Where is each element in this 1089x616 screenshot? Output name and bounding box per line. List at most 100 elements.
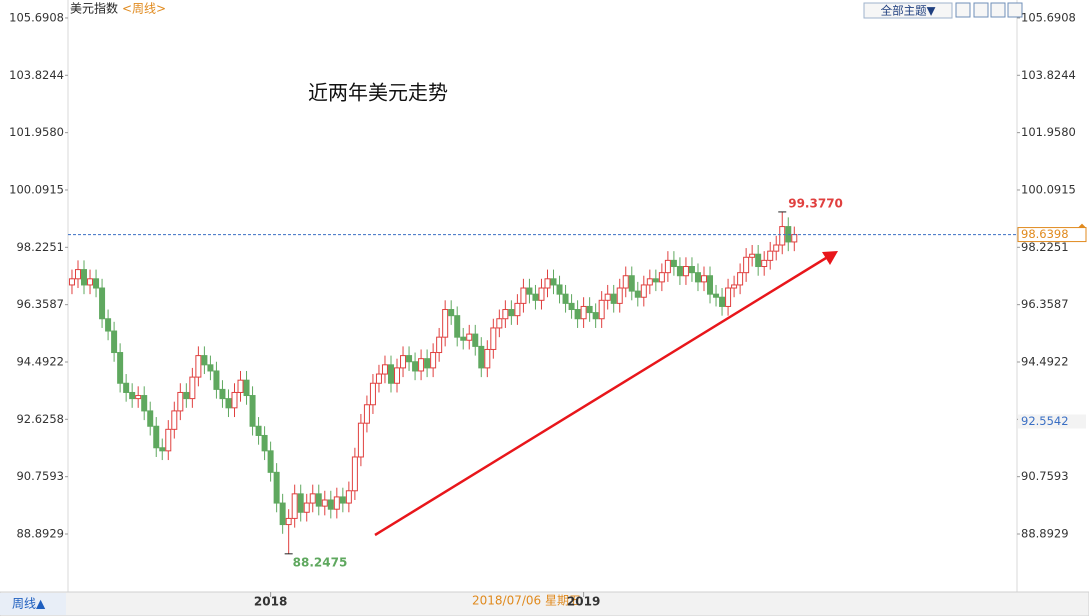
candle-body <box>538 287 545 301</box>
candle-body <box>93 278 100 289</box>
candle-body <box>237 379 244 393</box>
candle-body <box>484 348 491 369</box>
candle-body <box>111 330 118 354</box>
candle-body <box>478 345 485 369</box>
candle-body <box>719 296 726 307</box>
candle-body <box>68 278 75 286</box>
high-label: 99.3770 <box>788 196 843 210</box>
toolbar-button[interactable] <box>863 2 953 19</box>
icon-button[interactable] <box>973 2 989 18</box>
candle-body <box>285 517 292 526</box>
candle-body <box>394 367 401 384</box>
candle-body <box>508 309 515 317</box>
candle-body <box>749 253 756 258</box>
icon-button[interactable] <box>990 2 1006 18</box>
candle-body <box>737 272 744 286</box>
candle-body <box>544 278 551 289</box>
candle-body <box>526 287 533 295</box>
footer-tab-bg[interactable] <box>0 593 66 615</box>
candle-body <box>580 305 587 320</box>
candle-body <box>207 364 214 372</box>
candle-body <box>123 382 130 393</box>
candle-body <box>249 395 256 427</box>
candle-body <box>676 266 683 277</box>
candle-body <box>351 456 358 492</box>
y2-tick-label: 101.9580 <box>1021 125 1076 139</box>
candle-body <box>381 364 388 375</box>
last-price-box <box>1017 227 1087 243</box>
candle-body <box>598 299 605 320</box>
candle-body <box>556 284 563 295</box>
candle-body <box>664 259 671 274</box>
y-tick-label: 96.3587 <box>16 297 64 311</box>
candle-body <box>81 269 88 286</box>
cursor-date: 2018/07/06 星期五 <box>472 594 581 608</box>
footer-tab[interactable]: 周线▲ <box>12 597 46 611</box>
candle-body <box>255 425 262 436</box>
candle-body <box>315 493 322 507</box>
candle-body <box>532 293 539 301</box>
toolbar-label[interactable]: 全部主题▼ <box>881 4 936 18</box>
y-tick-label: 105.6908 <box>9 10 64 24</box>
candle-body <box>297 493 304 513</box>
candle-body <box>243 379 250 397</box>
candle-body <box>604 293 611 301</box>
candle-body <box>713 293 720 298</box>
y-tick-label: 101.9580 <box>9 125 64 139</box>
candle-body <box>514 302 521 317</box>
candle-body <box>201 355 208 366</box>
chart-title: 近两年美元走势 <box>308 81 448 105</box>
y2-tick-label: 90.7593 <box>1021 469 1069 483</box>
candle-body <box>141 395 148 412</box>
candle-body <box>448 309 455 317</box>
candle-body <box>694 272 701 283</box>
candle-body <box>74 269 81 280</box>
candle-body <box>219 388 226 400</box>
y2-tick-label: 103.8244 <box>1021 68 1076 82</box>
candle-body <box>99 287 106 320</box>
candle-body <box>779 226 786 246</box>
candle-body <box>743 256 750 274</box>
candle-body <box>363 404 370 424</box>
candle-body <box>430 352 437 369</box>
candle-body <box>472 333 479 347</box>
candle-body <box>568 302 575 311</box>
candle-body <box>628 275 635 292</box>
candle-body <box>773 244 780 252</box>
candle-body <box>658 272 665 283</box>
candle-body <box>87 278 94 286</box>
marker-price-label: 92.5542 <box>1021 414 1069 428</box>
y-tick-label: 92.6258 <box>16 412 64 426</box>
candle-body <box>761 259 768 268</box>
period: <周线> <box>122 2 166 16</box>
y2-tick-label: 100.0915 <box>1021 182 1076 196</box>
candle-body <box>652 278 659 283</box>
candle-body <box>682 266 689 277</box>
candle-body <box>725 287 732 307</box>
candle-body <box>640 284 647 298</box>
candle-body <box>189 376 196 400</box>
candle-body <box>496 318 503 329</box>
candle-body <box>303 502 310 513</box>
candle-body <box>291 493 298 519</box>
candle-body <box>550 278 557 286</box>
candle-body <box>412 361 419 372</box>
footer-bar <box>0 591 1089 616</box>
candle-body <box>339 496 346 504</box>
icon-button[interactable] <box>1007 2 1023 18</box>
candle-body <box>225 398 232 409</box>
icon-button[interactable] <box>955 2 971 18</box>
candle-body <box>369 382 376 406</box>
candle-body <box>177 391 184 412</box>
y-tick-label: 103.8244 <box>9 68 64 82</box>
candle-body <box>345 490 352 504</box>
candle-body <box>700 275 707 283</box>
candle-body <box>375 373 382 384</box>
candle-body <box>400 355 407 369</box>
candle-body <box>321 499 328 507</box>
candle-body <box>574 309 581 320</box>
candle-body <box>424 358 431 369</box>
